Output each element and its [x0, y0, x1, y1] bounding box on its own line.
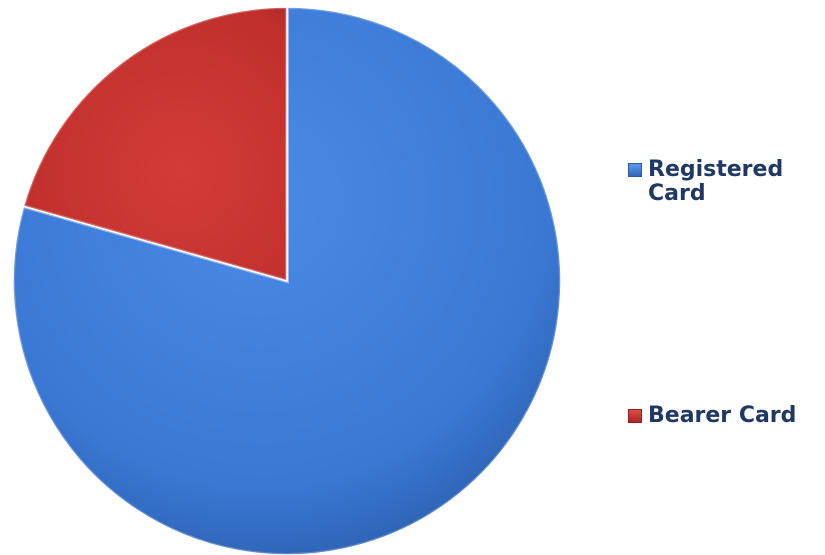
pie-slice-bevel-bearer-card [20, 4, 289, 284]
legend-item-registered-card: Registered Card [628, 158, 818, 206]
legend-item-bearer-card: Bearer Card [628, 404, 818, 428]
chart-legend: Registered Card Bearer Card [628, 0, 823, 555]
pie-slice-bevel-registered-card [11, 4, 563, 555]
legend-label-registered-card: Registered Card [648, 157, 784, 206]
legend-label-bearer-card: Bearer Card [648, 403, 797, 428]
pie-slice-bearer-card [22, 6, 288, 282]
legend-swatch-registered-card [628, 163, 642, 177]
legend-swatch-bearer-card [628, 409, 642, 423]
